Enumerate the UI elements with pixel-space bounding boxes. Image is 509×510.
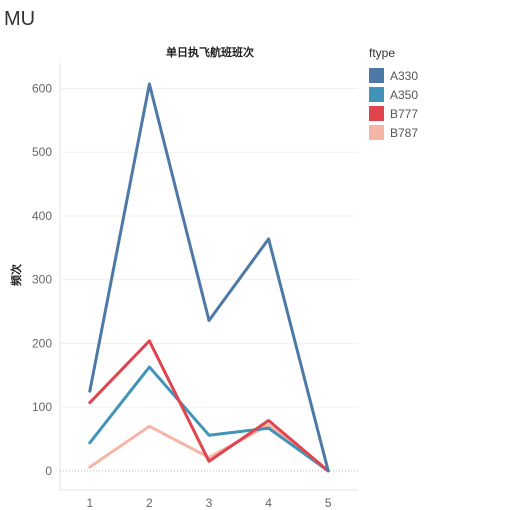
legend-items: A330 A350 B777 B787 [369,66,418,142]
grid-layer [59,63,358,491]
legend-item-a350[interactable]: A350 [369,85,418,104]
legend-swatch [369,87,384,102]
legend: ftype A330 A350 B777 B787 [369,46,418,142]
legend-label: A350 [390,87,419,102]
y-tick-label: 300 [32,273,52,287]
legend-label: B777 [390,106,419,121]
x-tick-label: 5 [325,496,332,510]
y-tick-label: 500 [32,145,52,159]
y-tick-label: 0 [45,464,52,478]
legend-title: ftype [369,46,396,60]
legend-item-a330[interactable]: A330 [369,66,418,85]
chart-title: 单日执飞航班班次 [166,45,254,59]
x-tick-label: 2 [146,496,153,510]
legend-item-b777[interactable]: B777 [369,104,418,123]
legend-item-b787[interactable]: B787 [369,123,418,142]
legend-label: A330 [390,68,419,83]
legend-label: B787 [390,125,419,140]
x-tick-label: 3 [206,496,213,510]
series-line-b777 [88,339,330,473]
y-tick-label: 400 [32,209,52,223]
y-axis-title: 频次 [9,264,23,286]
y-tick-label: 200 [32,336,52,350]
series-line-b787 [88,423,330,473]
legend-swatch [369,68,384,83]
x-tick-label: 4 [265,496,272,510]
legend-swatch [369,106,384,121]
series-line-a350 [88,365,330,473]
series-layer [88,82,330,473]
y-tick-label: 100 [32,400,52,414]
y-tick-label: 600 [32,81,52,95]
x-tick-label: 1 [86,496,93,510]
series-line-a330 [88,82,330,473]
axis-layer: 0 100 200 300 400 500 600 1 2 3 4 5 [32,81,332,510]
legend-swatch [369,125,384,140]
page-title: MU [4,8,36,30]
